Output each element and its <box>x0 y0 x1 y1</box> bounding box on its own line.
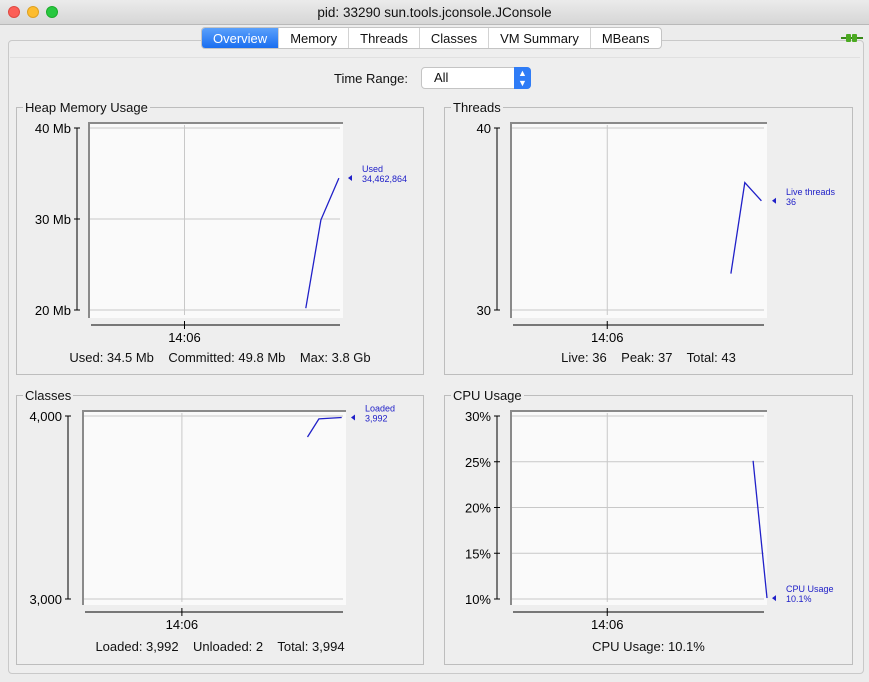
legend-series-name: Used <box>362 164 383 174</box>
legend-series-value: 36 <box>786 197 796 207</box>
threads-summary: Live: 36 Peak: 37 Total: 43 <box>561 350 736 365</box>
series-line <box>730 181 762 274</box>
series-line <box>752 460 768 599</box>
legend-series-value: 34,462,864 <box>362 174 407 184</box>
y-tick-label: 40 Mb <box>35 121 71 136</box>
tab-threads[interactable]: Threads <box>348 28 419 48</box>
zoom-button[interactable] <box>46 6 58 18</box>
heap-panel-title: Heap Memory Usage <box>23 100 150 115</box>
plot-border <box>510 122 767 318</box>
y-tick-label: 15% <box>465 546 491 561</box>
window-title: pid: 33290 sun.tools.jconsole.JConsole <box>317 5 552 20</box>
y-tick-label: 25% <box>465 455 491 470</box>
tab-bar: Overview Memory Threads Classes VM Summa… <box>201 27 662 49</box>
y-tick-label: 3,000 <box>29 592 62 607</box>
y-tick-label: 20 Mb <box>35 303 71 318</box>
y-tick-label: 30 <box>477 303 491 318</box>
legend-arrow-icon <box>348 175 352 182</box>
classes-panel: Classes Loaded: 3,992 Unloaded: 2 Total: … <box>16 388 424 665</box>
plot-border <box>88 122 343 318</box>
legend-series-name: Loaded <box>365 403 395 413</box>
tab-vm-summary[interactable]: VM Summary <box>488 28 590 48</box>
y-tick-label: 10% <box>465 592 491 607</box>
title-bar: pid: 33290 sun.tools.jconsole.JConsole <box>0 0 869 25</box>
y-tick-label: 40 <box>477 121 491 136</box>
tab-overview[interactable]: Overview <box>202 28 279 48</box>
cpu-panel: CPU Usage CPU Usage: 10.1% <box>444 388 853 665</box>
close-button[interactable] <box>8 6 20 18</box>
y-tick-label: 30% <box>465 409 491 424</box>
legend-series-name: CPU Usage <box>786 584 834 594</box>
plot-area <box>82 410 346 605</box>
legend-arrow-icon <box>772 595 776 602</box>
heap-panel: Heap Memory Usage Used: 34.5 Mb Committed… <box>16 100 424 375</box>
minimize-button[interactable] <box>27 6 39 18</box>
legend-series-value: 10.1% <box>786 594 812 604</box>
x-tick-label: 14:06 <box>166 617 199 632</box>
time-range-select[interactable]: All ▲ ▼ <box>421 67 531 89</box>
x-tick-label: 14:06 <box>591 617 624 632</box>
threads-panel: Threads Live: 36 Peak: 37 Total: 43 <box>444 100 853 375</box>
plot-area <box>510 122 767 318</box>
classes-panel-title: Classes <box>23 388 74 403</box>
y-tick-label: 30 Mb <box>35 212 71 227</box>
cpu-summary: CPU Usage: 10.1% <box>592 639 705 654</box>
threads-panel-title: Threads <box>451 100 503 115</box>
plot-border <box>82 410 346 605</box>
classes-summary: Loaded: 3,992 Unloaded: 2 Total: 3,994 <box>95 639 345 654</box>
legend-arrow-icon <box>351 414 355 421</box>
legend-arrow-icon <box>772 197 776 204</box>
plot-area <box>88 122 343 318</box>
legend-series-value: 3,992 <box>365 413 388 423</box>
x-tick-label: 14:06 <box>591 330 624 345</box>
heap-summary: Used: 34.5 Mb Committed: 49.8 Mb Max: 3.… <box>69 350 371 365</box>
y-tick-label: 20% <box>465 501 491 516</box>
x-tick-label: 14:06 <box>168 330 201 345</box>
series-line <box>306 416 342 438</box>
plot-border <box>510 410 767 605</box>
chevron-updown-icon: ▲ ▼ <box>514 67 531 89</box>
series-line <box>305 177 340 309</box>
time-range-value: All <box>434 70 449 85</box>
tab-memory[interactable]: Memory <box>278 28 348 48</box>
y-tick-label: 4,000 <box>29 409 62 424</box>
legend-series-name: Live threads <box>786 187 836 197</box>
tab-classes[interactable]: Classes <box>418 28 488 48</box>
time-range-label: Time Range: <box>334 71 408 86</box>
connected-plug-icon[interactable] <box>841 33 863 43</box>
cpu-panel-title: CPU Usage <box>451 388 524 403</box>
tab-mbeans[interactable]: MBeans <box>589 28 661 48</box>
